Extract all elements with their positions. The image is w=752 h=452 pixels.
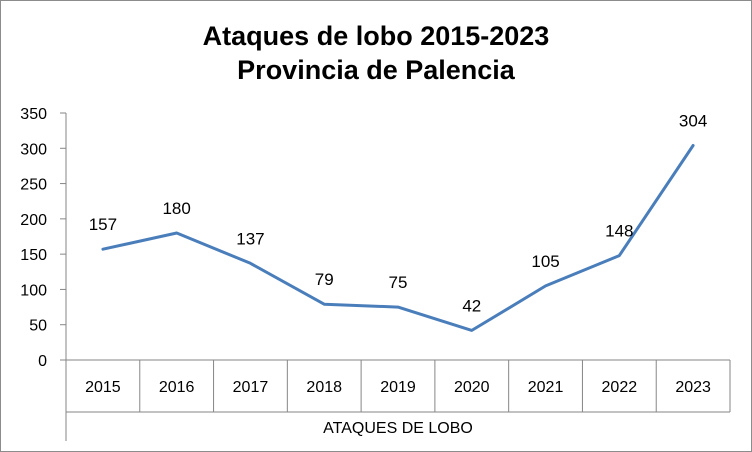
- chart-title-line-1: Ataques de lobo 2015-2023: [202, 21, 550, 51]
- x-tick-label: 2021: [528, 379, 564, 396]
- chart-title: Ataques de lobo 2015-2023 Provincia de P…: [1, 19, 751, 87]
- x-tick-label: 2016: [159, 379, 195, 396]
- data-label: 148: [605, 222, 633, 241]
- x-tick-label: 2017: [233, 379, 269, 396]
- data-label: 137: [236, 229, 264, 248]
- y-axis-ticks: 0 50 100 150 200 250 300 350: [20, 106, 66, 370]
- x-tick-label: 2020: [454, 379, 490, 396]
- y-tick-label: 50: [29, 318, 47, 335]
- y-tick-label: 100: [20, 282, 47, 299]
- data-label: 42: [462, 296, 481, 315]
- y-tick-label: 200: [20, 212, 47, 229]
- x-tick-label: 2022: [602, 379, 638, 396]
- y-tick-label: 300: [20, 141, 47, 158]
- data-label: 105: [531, 252, 559, 271]
- y-tick-label: 150: [20, 247, 47, 264]
- data-label: 75: [389, 273, 408, 292]
- data-label: 304: [679, 111, 707, 130]
- x-tick-label: 2015: [85, 379, 121, 396]
- data-label: 180: [162, 199, 190, 218]
- x-axis-ticks: 2015 2016 2017 2018 2019 2020 2021 2022 2023: [85, 379, 711, 396]
- y-tick-label: 250: [20, 177, 47, 194]
- x-tick-label: 2018: [306, 379, 342, 396]
- data-label: 157: [89, 215, 117, 234]
- chart-axes: [65, 113, 731, 441]
- data-labels: 157 180 137 79 75 42 105 148 304: [89, 111, 708, 315]
- data-label: 79: [315, 270, 334, 289]
- y-tick-label: 0: [38, 353, 47, 370]
- chart-title-line-2: Provincia de Palencia: [237, 55, 515, 85]
- x-group-label: ATAQUES DE LOBO: [323, 420, 473, 437]
- series-line: [101, 144, 695, 332]
- x-tick-label: 2019: [380, 379, 416, 396]
- x-tick-label: 2023: [675, 379, 711, 396]
- y-tick-label: 350: [20, 106, 47, 123]
